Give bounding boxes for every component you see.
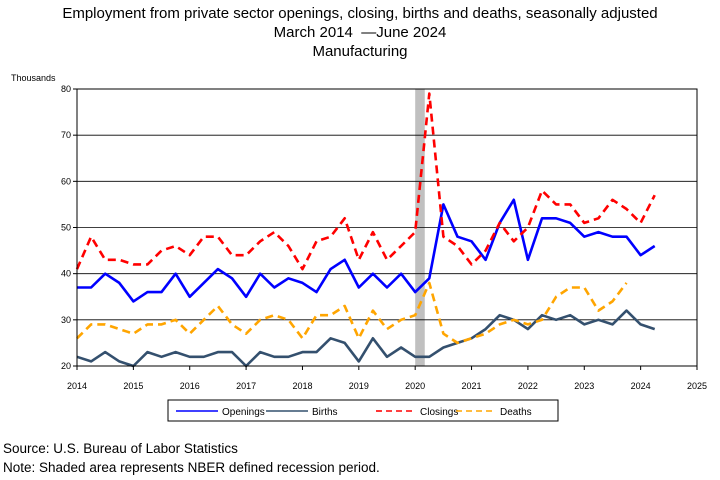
y-tick-label: 30 bbox=[61, 315, 71, 325]
y-axis-label: Thousands bbox=[11, 73, 56, 83]
series-line-births bbox=[76, 309, 656, 368]
chart-subtitle-dates: March 2014 —June 2024 bbox=[0, 23, 720, 42]
x-tick-label: 2015 bbox=[123, 381, 143, 391]
y-tick-label: 50 bbox=[61, 223, 71, 233]
x-tick-label: 2020 bbox=[405, 381, 425, 391]
legend-label-births: Births bbox=[312, 407, 338, 418]
recession-note: Note: Shaded area represents NBER define… bbox=[3, 460, 380, 475]
x-tick-label: 2016 bbox=[180, 381, 200, 391]
date-range-start: March 2014 bbox=[273, 24, 353, 41]
date-range-dash: — bbox=[357, 24, 377, 41]
y-tick-label: 80 bbox=[61, 84, 71, 94]
series-layer bbox=[75, 92, 656, 368]
x-tick-label: 2024 bbox=[631, 381, 651, 391]
x-tick-label: 2025 bbox=[687, 381, 707, 391]
x-tick-label: 2022 bbox=[518, 381, 538, 391]
y-tick-label: 60 bbox=[61, 176, 71, 186]
grid-layer bbox=[77, 134, 697, 321]
date-range-end: June 2024 bbox=[376, 24, 447, 41]
y-tick-label: 20 bbox=[61, 361, 71, 371]
legend-label-deaths: Deaths bbox=[500, 407, 532, 418]
y-tick-label: 40 bbox=[61, 269, 71, 279]
chart-title: Employment from private sector openings,… bbox=[62, 5, 658, 22]
legend-box bbox=[167, 399, 559, 422]
legend: Openings Births Closings Deaths bbox=[167, 399, 559, 422]
source-note: Source: U.S. Bureau of Labor Statistics bbox=[3, 441, 238, 456]
x-tick-label: 2023 bbox=[574, 381, 594, 391]
x-tick-label: 2014 bbox=[67, 381, 87, 391]
x-tick-label: 2019 bbox=[349, 381, 369, 391]
chart-subtitle-industry: Manufacturing bbox=[312, 43, 408, 60]
series-line-closings bbox=[75, 92, 656, 271]
legend-label-closings: Closings bbox=[420, 407, 458, 418]
x-tick-label: 2021 bbox=[462, 381, 482, 391]
legend-label-openings: Openings bbox=[222, 407, 265, 418]
y-tick-label: 70 bbox=[61, 130, 71, 140]
x-tick-label: 2018 bbox=[292, 381, 312, 391]
series-line-deaths bbox=[76, 281, 628, 345]
x-tick-label: 2017 bbox=[236, 381, 256, 391]
axis-layer: 20 30 40 50 60 70 80 2014 2015 2016 2017 2018 2019 20… bbox=[61, 84, 707, 391]
series-line-openings bbox=[77, 198, 656, 303]
